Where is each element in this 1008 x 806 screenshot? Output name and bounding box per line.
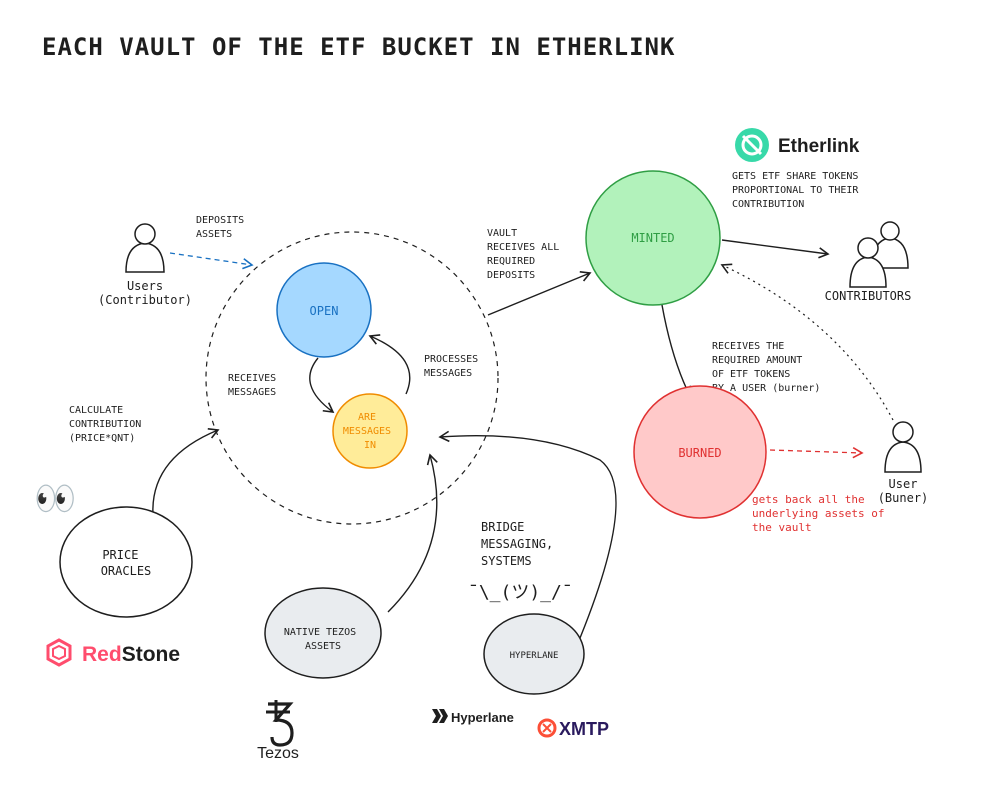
state-minted-label: MINTED bbox=[631, 231, 674, 245]
hyperlane-to-messages-arrow bbox=[438, 430, 617, 639]
user-burner-label: User bbox=[889, 477, 918, 491]
gets-back-label: gets back all the underlying assets of t… bbox=[752, 493, 891, 534]
deposits-label: DEPOSITS ASSETS bbox=[196, 215, 250, 240]
users-role: (Contributor) bbox=[98, 293, 192, 307]
xmtp-logo-text: XMTP bbox=[559, 719, 609, 739]
tezos-logo-text: Tezos bbox=[257, 745, 299, 762]
hyperlane-logo: Hyperlane bbox=[432, 709, 514, 725]
processes-messages-label: PROCESSES MESSAGES bbox=[424, 354, 484, 379]
state-minted bbox=[585, 170, 721, 306]
etherlink-logo-text: Etherlink bbox=[778, 136, 860, 157]
shrug-label: ¯\_(ツ)_/¯ bbox=[468, 582, 573, 603]
minted-to-burned-arrow bbox=[661, 304, 692, 398]
processes-messages-arrow bbox=[368, 334, 411, 395]
hyperlane-label: HYPERLANE bbox=[510, 651, 559, 661]
tezos-to-messages-arrow bbox=[387, 453, 438, 613]
deposit-arrow bbox=[169, 252, 254, 270]
receives-messages-label: RECEIVES MESSAGES bbox=[228, 373, 282, 398]
redstone-logo-text: RedStone bbox=[82, 643, 180, 666]
xmtp-logo: XMTP bbox=[537, 718, 609, 739]
diagram-title: EACH VAULT OF THE ETF BUCKET IN ETHERLIN… bbox=[42, 33, 675, 61]
hyperlane-logo-text: Hyperlane bbox=[451, 710, 514, 725]
vault-receives-label: VAULT RECEIVES ALL REQUIRED DEPOSITS bbox=[487, 228, 565, 281]
receives-required-label: RECEIVES THE REQUIRED AMOUNT OF ETF TOKE… bbox=[712, 341, 820, 394]
state-messages-in bbox=[332, 393, 408, 469]
etherlink-logo: Etherlink bbox=[735, 128, 860, 162]
redstone-logo: RedStone bbox=[46, 638, 180, 667]
price-oracles-label: PRICE ORACLES bbox=[101, 548, 152, 578]
gets-etf-label: GETS ETF SHARE TOKENS PROPORTIONAL TO TH… bbox=[732, 171, 864, 210]
native-tezos-label: NATIVE TEZOS ASSETS bbox=[284, 627, 362, 652]
tezos-logo: Tezos bbox=[257, 700, 299, 762]
users-label: Users bbox=[127, 279, 163, 293]
user-burner-role: (Buner) bbox=[878, 491, 929, 505]
source-native-tezos bbox=[264, 587, 382, 679]
vault-boundary bbox=[205, 231, 499, 525]
state-open bbox=[276, 262, 372, 358]
state-messages-label: ARE MESSAGES IN bbox=[343, 412, 397, 451]
bridge-label: BRIDGE MESSAGING, SYSTEMS bbox=[481, 520, 560, 568]
user-contributor-icon bbox=[125, 223, 165, 273]
burned-to-user-arrow bbox=[769, 447, 864, 459]
eyes-emoji: 👀 bbox=[34, 481, 76, 518]
state-burned-label: BURNED bbox=[678, 446, 721, 460]
oracles-to-vault-arrow bbox=[152, 428, 220, 516]
minted-to-contributors-arrow bbox=[721, 239, 830, 259]
source-price-oracles bbox=[59, 506, 193, 618]
contributors-icon bbox=[849, 221, 909, 288]
state-open-label: OPEN bbox=[310, 304, 339, 318]
calculate-label: CALCULATE CONTRIBUTION (PRICE*QNT) bbox=[69, 405, 147, 444]
receives-messages-arrow bbox=[309, 357, 335, 413]
contributors-label: CONTRIBUTORS bbox=[825, 289, 912, 303]
vault-to-minted-arrow bbox=[487, 271, 592, 316]
user-burner-icon bbox=[884, 421, 922, 473]
state-burned bbox=[633, 385, 767, 519]
source-hyperlane bbox=[483, 613, 585, 695]
